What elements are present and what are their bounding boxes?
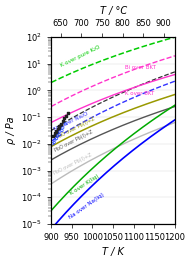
Point (54, 132, 57, 136)
Point (64, 122, 67, 126)
Point (53, 138, 57, 142)
Point (59, 123, 62, 127)
Point (60, 128, 63, 133)
Text: K over BKT: K over BKT (125, 91, 155, 96)
Point (52, 134, 55, 138)
Text: PbO over Pb(l)+Z: PbO over Pb(l)+Z (55, 116, 95, 140)
Point (66, 111, 69, 115)
Text: Na over Na(liq): Na over Na(liq) (68, 192, 105, 220)
Point (56, 127, 59, 131)
Text: K over pure K₂O: K over pure K₂O (59, 44, 101, 68)
Text: PbO over Pb(l)+Z: PbO over Pb(l)+Z (54, 129, 94, 153)
Point (55, 136, 58, 141)
Point (65, 114, 68, 118)
Point (53, 140, 56, 145)
X-axis label: T / K: T / K (102, 247, 124, 257)
Point (57, 132, 61, 136)
Text: Bi over BKT: Bi over BKT (125, 65, 156, 70)
Text: K over K(liq): K over K(liq) (70, 173, 101, 196)
Point (60, 122, 63, 126)
Point (55, 128, 58, 133)
Point (61, 126, 64, 130)
Point (61, 119, 64, 123)
X-axis label: T / °C: T / °C (100, 6, 127, 16)
Point (58, 124, 61, 129)
Y-axis label: ρ / Pa: ρ / Pa (6, 117, 15, 144)
Point (53, 131, 56, 135)
Point (56, 134, 59, 138)
Text: PbO over Pb(l)+Z: PbO over Pb(l)+Z (53, 152, 93, 176)
Point (56, 130, 59, 134)
Point (51, 142, 54, 146)
Text: Na over Na₂O: Na over Na₂O (53, 111, 89, 132)
Point (63, 117, 66, 121)
Point (58, 130, 61, 134)
Point (57, 126, 61, 130)
